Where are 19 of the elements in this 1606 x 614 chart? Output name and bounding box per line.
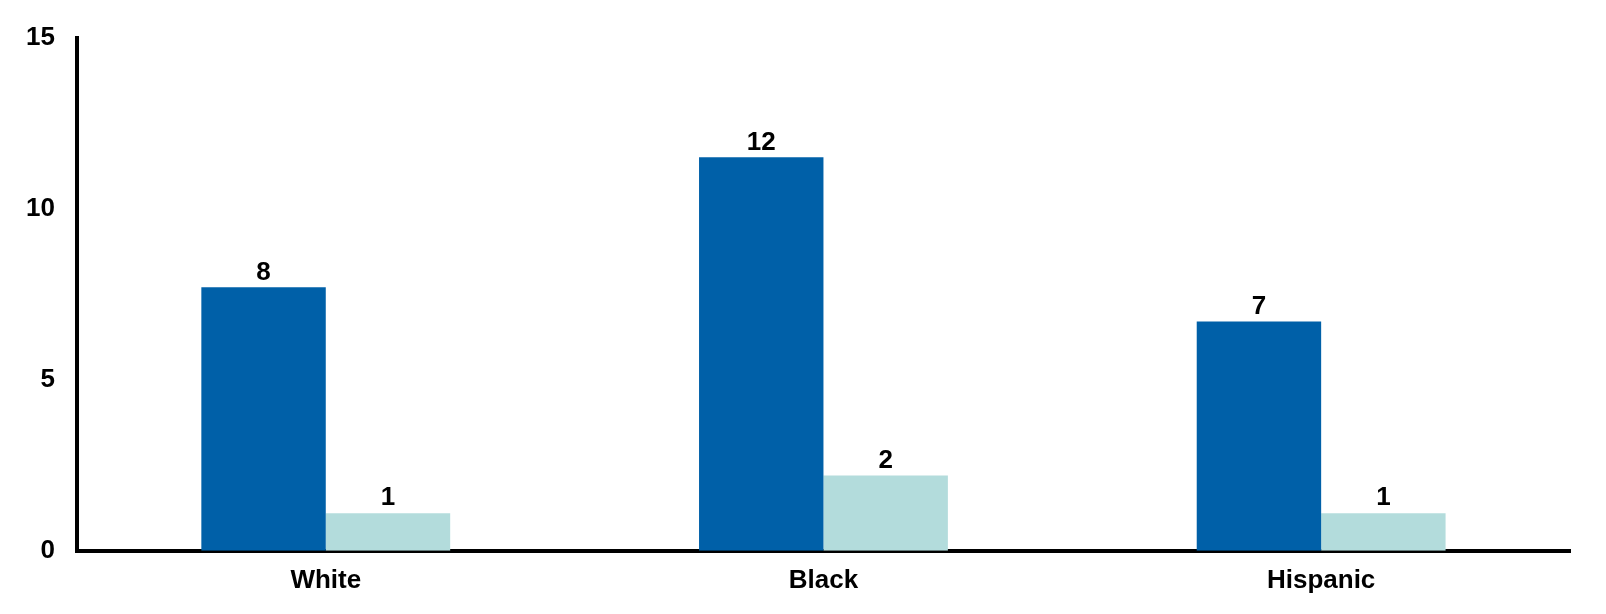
y-tick-label: 10 (26, 191, 55, 222)
bar (1321, 513, 1446, 551)
bar (823, 475, 948, 551)
bar (325, 513, 451, 551)
data-label: 1 (380, 481, 396, 512)
data-label: 1 (1376, 481, 1391, 512)
data-label: 8 (256, 255, 271, 286)
y-tick-label: 5 (40, 362, 55, 393)
data-label: 12 (746, 125, 776, 156)
bar (1196, 321, 1322, 551)
bar (201, 287, 326, 551)
x-tick-label: White (290, 563, 362, 594)
y-tick-label: 0 (40, 533, 55, 564)
x-tick-label: Hispanic (1266, 563, 1376, 594)
x-tick-label: Black (788, 563, 859, 594)
data-label: 7 (1251, 289, 1267, 320)
bar (699, 157, 824, 551)
data-label: 2 (878, 443, 893, 474)
y-tick-label: 15 (26, 20, 55, 51)
